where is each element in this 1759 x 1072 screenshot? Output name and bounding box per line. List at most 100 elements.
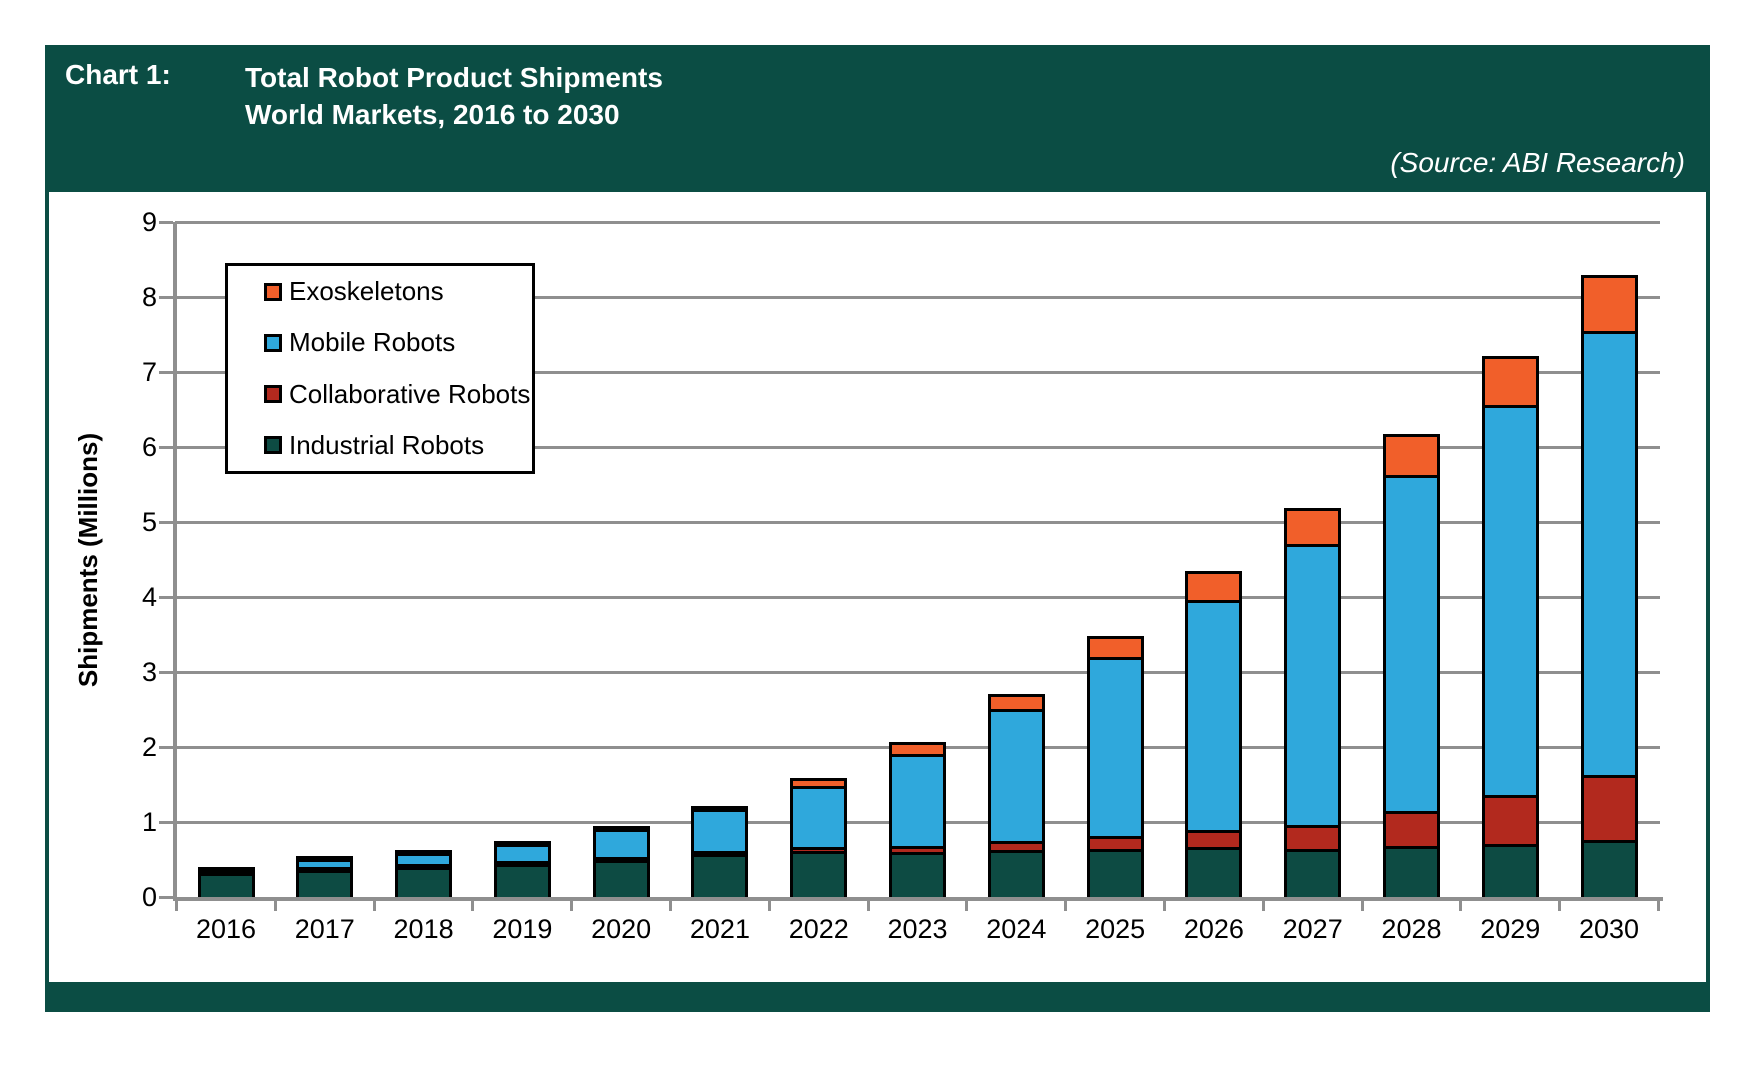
y-tick-label: 8 — [141, 282, 157, 312]
legend: Exoskeletons Mobile Robots Collaborative R… — [225, 263, 535, 474]
y-tick — [159, 896, 173, 899]
bar-segment-exoskeletons — [1382, 434, 1440, 475]
gridline — [175, 671, 1660, 674]
bar-2026 — [1185, 571, 1243, 897]
x-tick-label: 2018 — [393, 914, 454, 944]
bar-segment-industrial-robots — [889, 852, 947, 897]
x-tick-label: 2026 — [1183, 914, 1244, 944]
legend-swatch-mobile-robots — [264, 333, 282, 352]
header-band: Chart 1: Total Robot Product Shipments W… — [45, 45, 1710, 192]
bar-segment-collaborative-robots — [1580, 775, 1638, 840]
x-tick — [965, 901, 969, 911]
bar-segment-industrial-robots — [1382, 846, 1440, 897]
y-tick — [159, 521, 173, 524]
bar-segment-collaborative-robots — [1382, 811, 1440, 846]
footer-band — [45, 982, 1710, 1012]
bar-segment-collaborative-robots — [296, 867, 354, 870]
y-tick — [159, 596, 173, 599]
y-tick — [159, 821, 173, 824]
x-axis — [173, 897, 1663, 901]
bar-2024 — [987, 694, 1045, 897]
bar-2017 — [296, 856, 354, 897]
y-tick-label: 1 — [141, 807, 157, 837]
bar-2021 — [691, 806, 749, 897]
legend-swatch-exoskeletons — [264, 282, 282, 301]
bar-segment-exoskeletons — [1481, 356, 1539, 405]
bar-segment-collaborative-robots — [1481, 795, 1539, 844]
bar-2023 — [889, 742, 947, 897]
panel-left-border — [45, 192, 49, 982]
x-tick — [767, 901, 771, 911]
bar-segment-mobile-robots — [1086, 657, 1144, 836]
bar-segment-exoskeletons — [1086, 636, 1144, 657]
x-tick-label: 2020 — [591, 914, 652, 944]
bar-segment-exoskeletons — [790, 778, 848, 786]
y-tick — [159, 446, 173, 449]
y-tick — [159, 671, 173, 674]
x-tick — [1360, 901, 1364, 911]
bar-segment-mobile-robots — [1382, 475, 1440, 811]
bar-segment-collaborative-robots — [493, 861, 551, 864]
bar-segment-collaborative-robots — [790, 847, 848, 851]
y-tick-label: 6 — [141, 432, 157, 462]
x-tick-label: 2025 — [1085, 914, 1146, 944]
x-tick-label: 2030 — [1579, 914, 1640, 944]
bar-segment-mobile-robots — [493, 844, 551, 861]
x-tick — [372, 901, 376, 911]
x-tick — [866, 901, 870, 911]
x-tick — [1261, 901, 1265, 911]
bar-segment-mobile-robots — [1185, 600, 1243, 830]
bar-segment-mobile-robots — [1481, 405, 1539, 795]
bar-segment-collaborative-robots — [987, 841, 1045, 850]
bar-segment-industrial-robots — [197, 873, 255, 897]
x-tick — [1064, 901, 1068, 911]
gridline — [175, 296, 1660, 299]
bar-segment-exoskeletons — [1284, 508, 1342, 544]
bar-segment-industrial-robots — [1284, 849, 1342, 897]
bar-segment-exoskeletons — [395, 850, 453, 853]
bar-2016 — [197, 867, 255, 897]
bar-segment-exoskeletons — [1185, 571, 1243, 600]
bar-2022 — [790, 778, 848, 897]
y-tick-label: 4 — [141, 582, 157, 612]
x-tick-label: 2022 — [788, 914, 849, 944]
x-tick — [1459, 901, 1463, 911]
gridline — [175, 521, 1660, 524]
bar-segment-mobile-robots — [1284, 544, 1342, 825]
legend-item: Collaborative Robots — [264, 369, 532, 420]
bar-segment-industrial-robots — [790, 851, 848, 897]
panel-right-border — [1706, 192, 1710, 982]
y-axis — [173, 222, 177, 901]
x-tick — [669, 901, 673, 911]
x-tick — [273, 901, 277, 911]
bar-segment-industrial-robots — [395, 867, 453, 897]
x-tick-label: 2016 — [195, 914, 257, 944]
bar-2020 — [592, 826, 650, 897]
gridline — [175, 446, 1660, 449]
bar-segment-mobile-robots — [889, 754, 947, 846]
legend-swatch-collaborative-robots — [264, 385, 282, 404]
x-tick — [1163, 901, 1166, 911]
x-tick-label: 2029 — [1480, 914, 1541, 944]
y-tick-label: 9 — [141, 207, 157, 237]
x-tick-label: 2019 — [492, 914, 553, 944]
bar-segment-collaborative-robots — [1086, 836, 1144, 849]
legend-label: Collaborative Robots — [289, 378, 531, 409]
legend-label: Industrial Robots — [289, 429, 485, 460]
bar-segment-mobile-robots — [1580, 331, 1638, 775]
y-tick — [159, 746, 173, 749]
bar-segment-industrial-robots — [592, 860, 650, 897]
chart-number-label: Chart 1: — [65, 59, 171, 90]
bar-2027 — [1284, 508, 1342, 897]
bar-segment-industrial-robots — [691, 854, 749, 897]
bar-segment-industrial-robots — [493, 864, 551, 897]
y-tick-label: 7 — [141, 357, 157, 387]
x-tick — [1558, 901, 1562, 911]
x-tick — [570, 901, 574, 911]
bar-segment-collaborative-robots — [1284, 825, 1342, 849]
bar-segment-industrial-robots — [1086, 849, 1144, 897]
y-tick-label: 0 — [141, 882, 157, 912]
legend-item: Mobile Robots — [264, 317, 532, 368]
bar-segment-collaborative-robots — [395, 864, 453, 867]
x-tick-label: 2023 — [887, 914, 948, 944]
